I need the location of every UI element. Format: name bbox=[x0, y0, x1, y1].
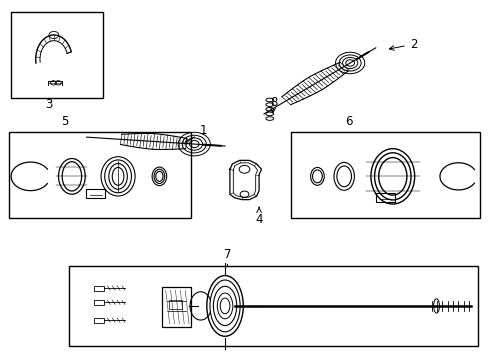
Text: 4: 4 bbox=[255, 207, 262, 226]
Bar bbox=[168, 300, 182, 309]
Text: 3: 3 bbox=[45, 98, 53, 111]
Bar bbox=[86, 189, 105, 198]
Bar bbox=[290, 132, 479, 217]
Text: 8: 8 bbox=[269, 95, 277, 113]
Text: 5: 5 bbox=[61, 115, 68, 128]
Bar bbox=[94, 318, 104, 323]
Bar bbox=[94, 285, 104, 291]
Bar bbox=[162, 287, 191, 327]
Text: 7: 7 bbox=[224, 248, 231, 266]
Bar bbox=[9, 132, 191, 217]
Bar bbox=[69, 266, 477, 346]
Text: 1: 1 bbox=[184, 124, 206, 144]
Text: 6: 6 bbox=[345, 115, 352, 128]
Bar bbox=[11, 12, 103, 98]
Bar bbox=[375, 193, 394, 202]
Text: 2: 2 bbox=[388, 38, 416, 51]
Bar bbox=[94, 300, 104, 305]
